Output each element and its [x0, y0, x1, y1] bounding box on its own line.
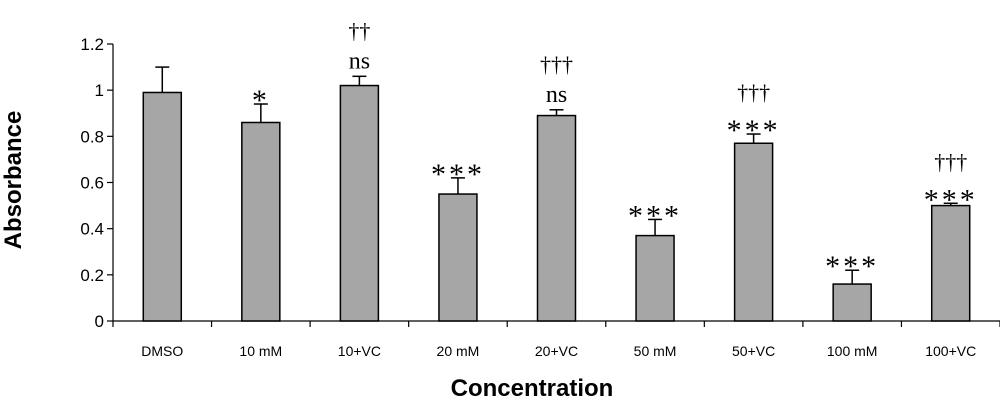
- x-tick-label: 10+VC: [338, 343, 381, 359]
- y-tick-label: 0.2: [80, 266, 104, 285]
- dagger-annotation: †††: [934, 149, 967, 174]
- bar: [536, 114, 577, 322]
- significance-stars: ***: [924, 183, 978, 216]
- ns-annotation: ns: [349, 48, 370, 74]
- significance-annotations: * ns †† *** ns ††† *** *** ††† *** *** †††: [252, 18, 978, 283]
- x-tick-label: 100 mM: [827, 343, 878, 359]
- bar: [832, 283, 872, 322]
- y-tick-label: 1.2: [80, 35, 104, 54]
- x-tick-label: 20 mM: [437, 343, 480, 359]
- bar: [930, 204, 971, 322]
- bar: [733, 142, 774, 322]
- significance-stars: ***: [431, 158, 485, 191]
- bar: [241, 121, 281, 322]
- dagger-annotation: †††: [540, 52, 573, 77]
- bar: [142, 91, 183, 322]
- dagger-annotation: ††: [348, 18, 370, 43]
- y-axis-title: Absorbance: [0, 111, 27, 250]
- significance-stars: *: [252, 84, 270, 117]
- significance-stars: ***: [727, 114, 781, 147]
- y-tick-label: 0.6: [80, 174, 104, 193]
- significance-stars: ***: [628, 199, 682, 232]
- x-tick-label: 50 mM: [634, 343, 677, 359]
- x-axis-title: Concentration: [451, 375, 614, 401]
- x-tick-label: DMSO: [141, 343, 183, 359]
- dagger-annotation: †††: [737, 80, 770, 105]
- ns-annotation: ns: [546, 82, 567, 108]
- significance-stars: ***: [825, 250, 879, 283]
- x-tick-label: 20+VC: [535, 343, 578, 359]
- y-tick-label: 0.8: [80, 127, 104, 146]
- y-tick-label: 0: [95, 312, 104, 331]
- bars: [142, 84, 971, 322]
- x-tick-label: 50+VC: [732, 343, 775, 359]
- y-tick-label: 0.4: [80, 220, 104, 239]
- x-tick-label: 100+VC: [925, 343, 976, 359]
- bar: [635, 234, 675, 322]
- bar: [339, 84, 380, 322]
- y-tick-label: 1: [95, 81, 104, 100]
- y-axis: 0 0.2 0.4 0.6 0.8 1 1.2: [80, 35, 114, 331]
- x-tick-label: 10 mM: [239, 343, 282, 359]
- error-bars: [155, 66, 958, 285]
- x-axis: DMSO 10 mM 10+VC 20 mM 20+VC 50 mM 50+VC 100 mM…: [112, 320, 1000, 359]
- bar: [438, 193, 478, 322]
